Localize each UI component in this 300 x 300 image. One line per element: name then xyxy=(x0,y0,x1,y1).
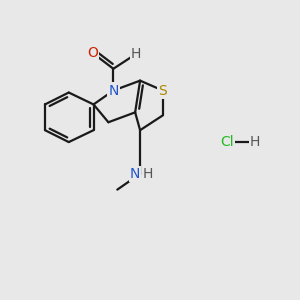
Text: H: H xyxy=(250,135,260,149)
Text: H: H xyxy=(131,47,141,61)
Text: N: N xyxy=(108,84,118,98)
Text: H: H xyxy=(143,167,153,181)
Text: N: N xyxy=(130,167,140,181)
Text: Cl: Cl xyxy=(220,135,234,149)
Text: S: S xyxy=(158,84,167,98)
Text: O: O xyxy=(87,46,98,60)
